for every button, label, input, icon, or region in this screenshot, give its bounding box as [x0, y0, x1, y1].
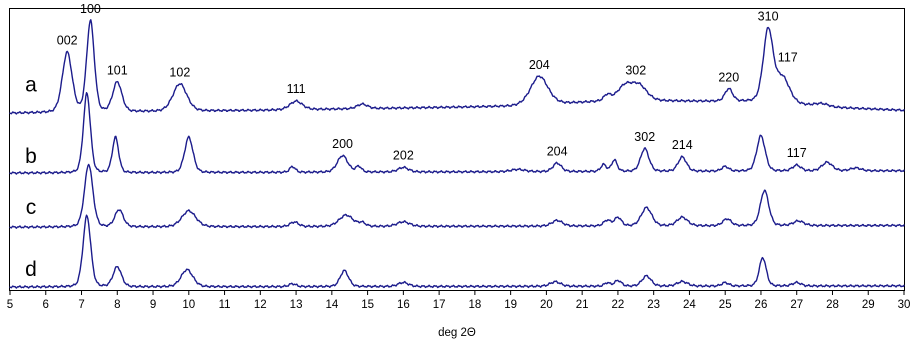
trace-label-b: b — [25, 145, 37, 168]
trace-label-c: c — [26, 196, 37, 219]
plot-frame — [9, 8, 905, 291]
x-tick-label-15: 15 — [361, 299, 374, 311]
x-tick-label-30: 30 — [898, 299, 911, 311]
x-tick-label-8: 8 — [114, 299, 120, 311]
x-tick-label-19: 19 — [504, 299, 517, 311]
x-tick-label-25: 25 — [719, 299, 732, 311]
peak-label-b-204: 204 — [547, 144, 568, 158]
peak-annotations: 002 100 101 102 111 204 302 220 310 117 200 202 204 3… — [57, 2, 807, 163]
peak-label-a-204: 204 — [529, 58, 550, 72]
x-tick-label-16: 16 — [397, 299, 410, 311]
x-tick-label-12: 12 — [254, 299, 267, 311]
x-tick-label-26: 26 — [755, 299, 768, 311]
peak-label-b-117: 117 — [787, 146, 807, 160]
peak-label-a-117: 117 — [778, 51, 798, 65]
x-tick-label-24: 24 — [683, 299, 696, 311]
x-tick-label-13: 13 — [290, 299, 303, 311]
x-tick-label-27: 27 — [790, 299, 803, 311]
peak-label-b-214: 214 — [672, 138, 693, 152]
x-tick-label-14: 14 — [325, 299, 338, 311]
trace-c — [9, 163, 905, 229]
x-axis-title: deg 2Θ — [438, 327, 476, 339]
trace-labels: a b c d — [25, 74, 37, 281]
peak-label-b-302: 302 — [634, 130, 655, 144]
peak-label-a-220: 220 — [718, 70, 739, 84]
x-tick-label-11: 11 — [219, 299, 231, 311]
peak-label-a-002: 002 — [57, 33, 78, 47]
trace-d — [9, 214, 905, 289]
x-axis-tick-labels: 5 6 7 8 9 10 11 12 13 14 15 16 17 18 19 20 21 22 23 24 25 26 2… — [7, 299, 911, 311]
x-axis-ticks — [9, 290, 905, 295]
peak-label-a-310: 310 — [758, 9, 779, 23]
x-tick-label-23: 23 — [647, 299, 660, 311]
x-tick-label-7: 7 — [78, 299, 84, 311]
peak-label-a-102: 102 — [169, 66, 190, 80]
x-tick-label-5: 5 — [7, 299, 13, 311]
x-tick-label-20: 20 — [540, 299, 553, 311]
peak-label-b-200: 200 — [332, 137, 353, 151]
x-tick-label-28: 28 — [826, 299, 839, 311]
peak-label-a-101: 101 — [107, 64, 128, 78]
x-tick-label-17: 17 — [433, 299, 446, 311]
trace-label-d: d — [25, 258, 37, 281]
x-tick-label-6: 6 — [43, 299, 49, 311]
peak-label-a-111: 111 — [287, 82, 306, 96]
peak-label-a-100: 100 — [80, 2, 101, 16]
trace-a — [9, 19, 905, 115]
trace-b — [9, 91, 905, 175]
x-tick-label-29: 29 — [862, 299, 875, 311]
x-tick-label-22: 22 — [612, 299, 625, 311]
x-tick-label-10: 10 — [182, 299, 195, 311]
peak-label-b-202: 202 — [393, 148, 414, 162]
x-tick-label-18: 18 — [468, 299, 481, 311]
peak-label-a-302: 302 — [625, 64, 646, 78]
traces — [9, 19, 905, 289]
x-tick-label-21: 21 — [576, 299, 589, 311]
x-tick-label-9: 9 — [150, 299, 156, 311]
trace-label-a: a — [25, 74, 37, 97]
